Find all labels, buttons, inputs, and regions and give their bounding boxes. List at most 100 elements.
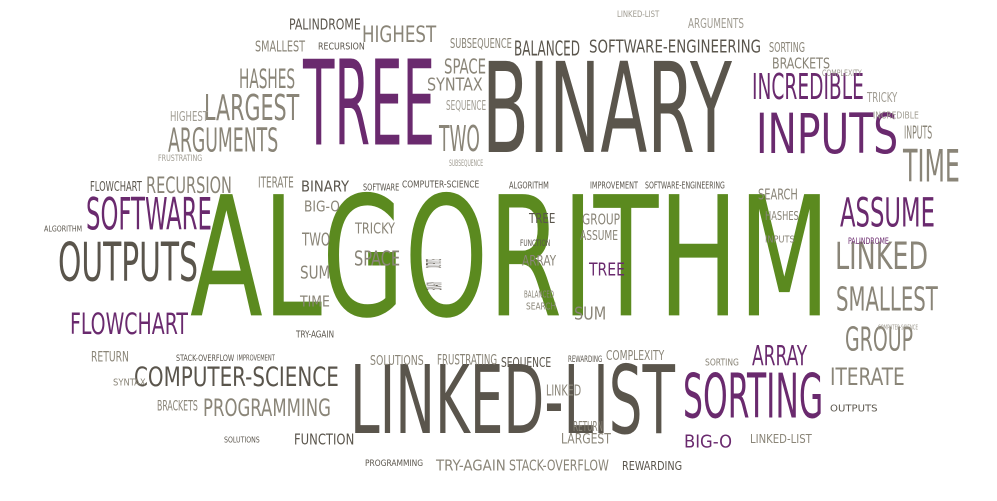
word-rewarding-small: REWARDING <box>568 353 603 365</box>
word-flowchart-left: FLOWCHART <box>70 307 188 342</box>
word-sum-lower: SUM <box>300 263 331 284</box>
word-sum-mid: SUM <box>574 304 607 325</box>
word-largest-small: LARGEST <box>561 431 611 448</box>
word-linked: LINKED <box>835 233 929 278</box>
word-tricky-right: TRICKY <box>867 89 898 106</box>
word-two-lower: TWO <box>302 230 331 251</box>
word-largest-left: LARGEST <box>204 87 300 129</box>
word-incredible: INCREDIBLE <box>752 66 864 108</box>
word-outputs-big: OUTPUTS <box>58 231 198 294</box>
word-tree-big: TREE <box>303 35 436 173</box>
word-try-again-mid: TRY-AGAIN <box>296 328 335 341</box>
word-software-small: SOFTWARE <box>363 181 400 194</box>
word-solutions: SOLUTIONS <box>370 352 424 369</box>
word-computer-science-small: COMPUTER-SCIENCE <box>402 178 480 191</box>
word-syntax-left: SYNTAX <box>113 376 146 389</box>
word-iterate-mid: ITERATE <box>258 173 294 192</box>
word-outputs-lower: OUTPUTS <box>830 402 878 415</box>
word-two-mid: TWO <box>439 118 480 160</box>
word-function-lower: FUNCTION <box>294 430 355 449</box>
word-binary-mid: BINARY <box>301 177 350 196</box>
word-big-o-lower: BIG-O <box>684 432 733 453</box>
word-brackets-top: BRACKETS <box>772 54 830 73</box>
word-return-small: RETURN <box>573 418 603 435</box>
word-syntax-top: SYNTAX <box>427 75 483 96</box>
word-computer-science: COMPUTER-SCIENCE <box>134 360 339 393</box>
word-tricky-mid: TRICKY <box>355 219 395 238</box>
word-highest-top: HIGHEST <box>362 22 437 48</box>
word-tree-purple: TREE <box>589 260 625 281</box>
word-big-o-mid: BIG-O <box>304 197 340 216</box>
word-return-left: RETURN <box>91 349 129 366</box>
word-array-mid: ARRAY <box>522 253 557 270</box>
word-programming-small: PROGRAMMING <box>365 457 424 469</box>
word-arguments-left: ARGUMENTS <box>168 120 279 160</box>
word-algorithm-small: ALGORITHM <box>509 179 549 192</box>
word-inputs-big: INPUTS <box>756 101 899 167</box>
word-function-mid: FUNCTION <box>520 237 551 249</box>
word-linked-list-big: LINKED-LIST <box>350 346 675 457</box>
word-outputs-small: OUTPUTS <box>422 259 447 268</box>
word-subsequence-small: SUBSEQUENCE <box>449 157 484 169</box>
word-highest-left: HIGHEST <box>170 108 208 125</box>
word-linked-small: LINKED <box>546 381 582 400</box>
word-inputs-right-small: INPUTS <box>765 233 795 246</box>
word-software-engineering: SOFTWARE-ENGINEERING <box>589 37 762 58</box>
word-tree-mid: TREE <box>529 210 556 227</box>
word-subsequence: SUBSEQUENCE <box>450 35 512 52</box>
word-stack-overflow-small: STACK-OVERFLOW <box>176 352 235 364</box>
word-flowchart-small: FLOWCHART <box>90 178 142 195</box>
word-hashes-left: HASHES <box>239 62 296 95</box>
word-complexity-mid: COMPLEXITY <box>606 347 665 364</box>
word-smallest-top: SMALLEST <box>255 37 305 56</box>
word-balanced: BALANCED <box>514 36 580 61</box>
word-balanced-small: BALANCED <box>524 288 554 301</box>
word-palindrome-right: PALINDROME <box>848 235 889 247</box>
word-sequence-mid: SEQUENCE <box>501 354 552 371</box>
word-software-engineering-small: SOFTWARE-ENGINEERING <box>645 179 725 192</box>
word-search-right: SEARCH <box>758 185 798 204</box>
word-programming: PROGRAMMING <box>203 394 331 423</box>
word-incredible-small: INCREDIBLE <box>873 109 919 122</box>
word-space-mid: SPACE <box>354 246 401 271</box>
word-rewarding: REWARDING <box>622 458 683 474</box>
word-assume-big: ASSUME <box>840 190 935 237</box>
word-group-right: GROUP <box>845 319 913 359</box>
word-binary-small: BINARY <box>422 282 447 290</box>
word-improvement-small: IMPROVEMENT <box>237 353 275 364</box>
word-algorithm-tiny: ALGORITHM <box>44 224 83 235</box>
word-sorting-top: SORTING <box>769 39 806 56</box>
word-software-big: SOFTWARE <box>86 188 212 241</box>
word-space-top: SPACE <box>444 54 487 79</box>
word-inputs-small: INPUTS <box>904 123 933 144</box>
word-improvement: IMPROVEMENT <box>590 179 638 192</box>
word-algorithm-main: ALGORITHM <box>190 161 831 355</box>
word-recursion: RECURSION <box>146 173 232 199</box>
word-sorting-small: SORTING <box>705 356 739 369</box>
word-assume-mid: ASSUME <box>580 227 618 244</box>
word-iterate-right: ITERATE <box>830 363 905 392</box>
word-search-small: SEARCH <box>526 300 557 313</box>
word-hashes-right: HASHES <box>765 208 799 224</box>
word-linked-list-small: LINKED-LIST <box>750 431 812 447</box>
word-time-right: TIME <box>903 140 960 193</box>
word-time-lower: TIME <box>300 292 330 311</box>
word-group-mid: GROUP <box>582 210 621 229</box>
word-sorting-big: SORTING <box>683 360 824 433</box>
word-complexity-top: COMPLEXITY <box>822 67 862 79</box>
word-array-right: ARRAY <box>752 339 808 372</box>
word-palindrome-top: PALINDROME <box>289 15 361 34</box>
word-smallest-right: SMALLEST <box>836 279 938 319</box>
word-recursion-top: RECURSION <box>318 40 365 53</box>
word-frustrating-left: FRUSTRATING <box>158 152 203 164</box>
word-stack-overflow: STACK-OVERFLOW <box>509 456 609 475</box>
word-binary-big: BINARY <box>482 36 732 182</box>
word-frustrating-mid: FRUSTRATING <box>437 352 498 369</box>
word-brackets-left: BRACKETS <box>157 398 198 415</box>
word-arguments-top: ARGUMENTS <box>688 15 744 32</box>
word-sequence-top: SEQUENCE <box>446 97 487 114</box>
word-solutions-small: SOLUTIONS <box>224 435 260 446</box>
word-computer-science-right: COMPUTER-SCIENCE <box>878 322 918 332</box>
word-linked-list-top: LINKED-LIST <box>617 8 660 20</box>
